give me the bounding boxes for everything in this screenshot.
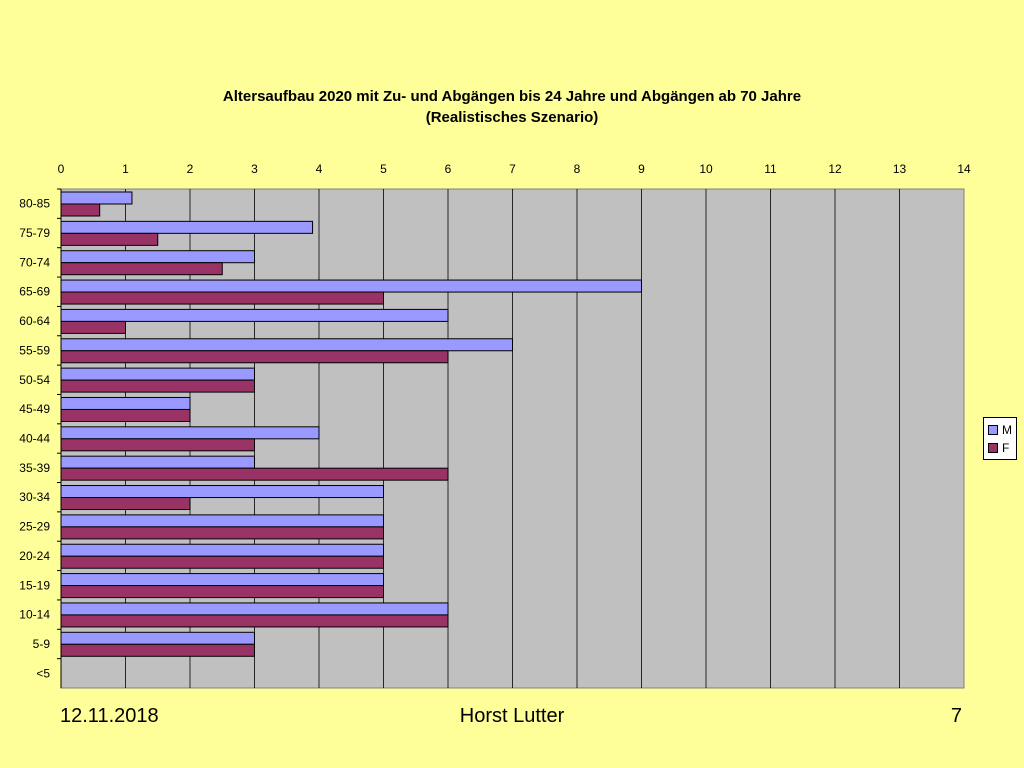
bar-f-30-34 xyxy=(60,497,191,511)
x-tick-label-12: 12 xyxy=(828,162,842,176)
x-tick-label-11: 11 xyxy=(764,162,777,176)
bar-m-10-14 xyxy=(60,602,449,616)
legend-swatch-f xyxy=(988,443,998,453)
legend: M F xyxy=(983,417,1017,460)
bar-f-50-54 xyxy=(60,379,255,393)
bar-m-25-29 xyxy=(60,514,384,528)
bar-f-45-49 xyxy=(60,408,191,422)
y-tick-label-70-74: 70-74 xyxy=(19,255,50,269)
bar-m-35-39 xyxy=(60,455,255,469)
legend-label-m: M xyxy=(1002,423,1012,437)
legend-item-m: M xyxy=(988,421,1016,439)
x-tick-label-5: 5 xyxy=(380,162,387,176)
x-tick-label-3: 3 xyxy=(251,162,258,176)
x-tick-label-6: 6 xyxy=(445,162,452,176)
bar-m-75-79 xyxy=(60,220,314,234)
bar-f-75-79 xyxy=(60,232,159,246)
y-tick-label-5-9: 5-9 xyxy=(33,637,51,651)
x-tick-label-1: 1 xyxy=(122,162,129,176)
bar-f-25-29 xyxy=(60,526,384,540)
y-tick-label-35-39: 35-39 xyxy=(19,461,50,475)
legend-item-f: F xyxy=(988,439,1016,457)
bar-f-5-9 xyxy=(60,643,255,657)
y-tick-label-20-24: 20-24 xyxy=(19,549,50,563)
y-tick-label-60-64: 60-64 xyxy=(19,314,50,328)
bar-m-70-74 xyxy=(60,250,255,264)
bar-m-60-64 xyxy=(60,308,449,322)
y-tick-label-75-79: 75-79 xyxy=(19,226,50,240)
x-tick-label-7: 7 xyxy=(509,162,516,176)
bar-f-10-14 xyxy=(60,614,449,628)
y-tick-label-65-69: 65-69 xyxy=(19,285,50,299)
y-tick-label-15-19: 15-19 xyxy=(19,578,50,592)
bar-f-80-85 xyxy=(60,203,101,217)
bar-m-65-69 xyxy=(60,279,642,293)
bar-m-45-49 xyxy=(60,396,191,410)
chart-title-line1: Altersaufbau 2020 mit Zu- und Abgängen b… xyxy=(222,88,802,105)
y-tick-label-45-49: 45-49 xyxy=(19,402,50,416)
bar-m-30-34 xyxy=(60,485,384,499)
chart-title: Altersaufbau 2020 mit Zu- und Abgängen b… xyxy=(60,86,964,128)
x-tick-label-14: 14 xyxy=(957,162,971,176)
x-tick-label-4: 4 xyxy=(316,162,323,176)
bar-m-15-19 xyxy=(60,573,384,587)
y-tick-label-40-44: 40-44 xyxy=(19,432,50,446)
y-tick-label-10-14: 10-14 xyxy=(19,608,50,622)
chart-title-line2: (Realistisches Szenario) xyxy=(425,109,599,126)
y-tick-label-25-29: 25-29 xyxy=(19,520,50,534)
bar-f-15-19 xyxy=(60,585,384,599)
bar-f-20-24 xyxy=(60,555,384,569)
bar-f-40-44 xyxy=(60,438,255,452)
footer-page-number: 7 xyxy=(950,705,962,727)
legend-swatch-m xyxy=(988,425,998,435)
y-tick-label-<5: <5 xyxy=(36,666,50,680)
bar-chart: 0 1 2 3 4 5 6 7 8 9 10 11 12 13 1480-8575-7970-7465-69… xyxy=(19,162,971,689)
x-tick-label-8: 8 xyxy=(574,162,581,176)
bar-f-35-39 xyxy=(60,467,449,481)
x-tick-label-10: 10 xyxy=(699,162,713,176)
bar-f-65-69 xyxy=(60,291,384,305)
y-tick-label-80-85: 80-85 xyxy=(19,197,50,211)
bar-m-20-24 xyxy=(60,543,384,557)
bar-f-60-64 xyxy=(60,320,126,334)
x-tick-label-9: 9 xyxy=(638,162,645,176)
bar-m-80-85 xyxy=(60,191,133,205)
x-tick-label-13: 13 xyxy=(893,162,907,176)
bar-f-55-59 xyxy=(60,350,449,364)
bar-m-55-59 xyxy=(60,338,513,352)
footer-date: 12.11.2018 xyxy=(60,705,159,727)
y-tick-label-55-59: 55-59 xyxy=(19,343,50,357)
x-tick-label-2: 2 xyxy=(187,162,194,176)
x-tick-label-0: 0 xyxy=(58,162,65,176)
bar-m-5-9 xyxy=(60,631,255,645)
bar-m-50-54 xyxy=(60,367,255,381)
bar-f-70-74 xyxy=(60,262,223,276)
y-tick-label-50-54: 50-54 xyxy=(19,373,50,387)
legend-label-f: F xyxy=(1002,441,1010,455)
bar-m-40-44 xyxy=(60,426,320,440)
y-tick-label-30-34: 30-34 xyxy=(19,490,50,504)
